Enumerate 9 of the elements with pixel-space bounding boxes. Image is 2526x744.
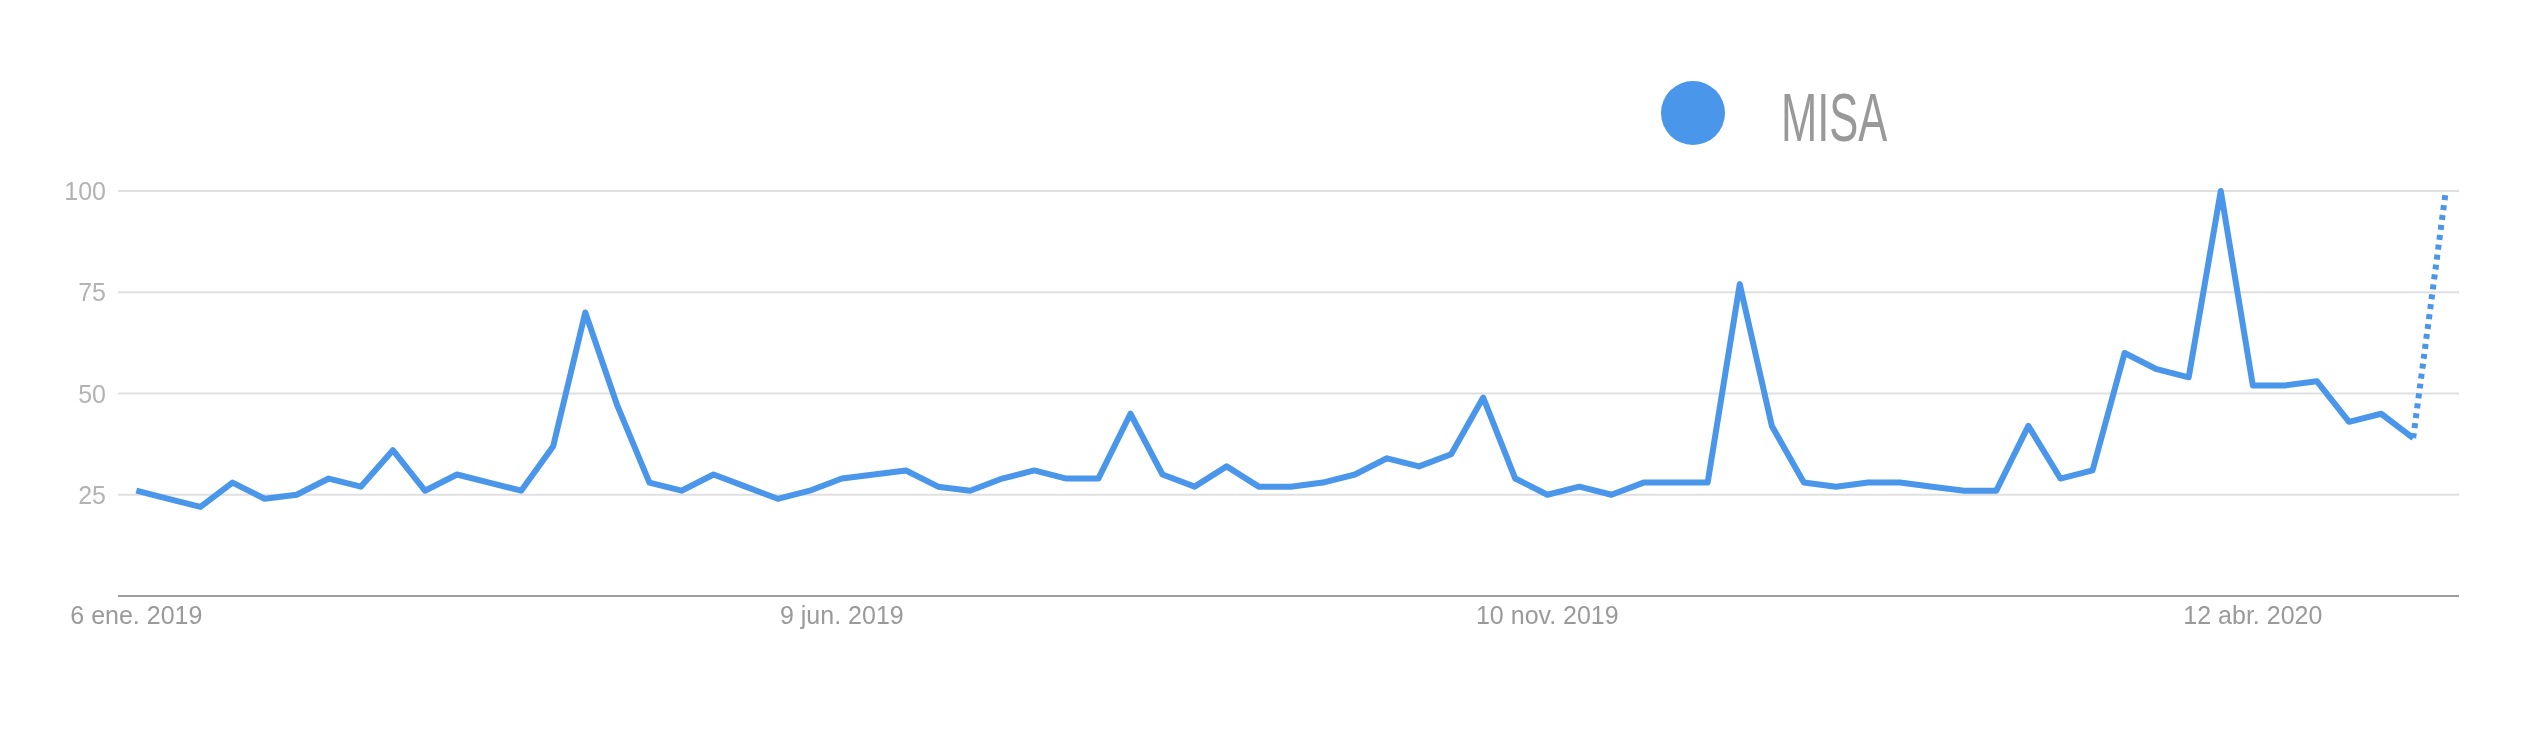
x-tick-label: 9 jun. 2019 (779, 601, 904, 629)
y-tick-label: 50 (78, 379, 106, 408)
y-tick-label: 25 (78, 480, 106, 509)
y-tick-label: 100 (64, 177, 106, 205)
x-tick-label: 12 abr. 2020 (2183, 601, 2323, 629)
y-tick-label: 75 (78, 278, 106, 307)
legend-label: MISA (1781, 79, 1888, 156)
x-tick-label: 6 ene. 2019 (70, 601, 203, 629)
x-tick-label: 10 nov. 2019 (1475, 601, 1619, 629)
